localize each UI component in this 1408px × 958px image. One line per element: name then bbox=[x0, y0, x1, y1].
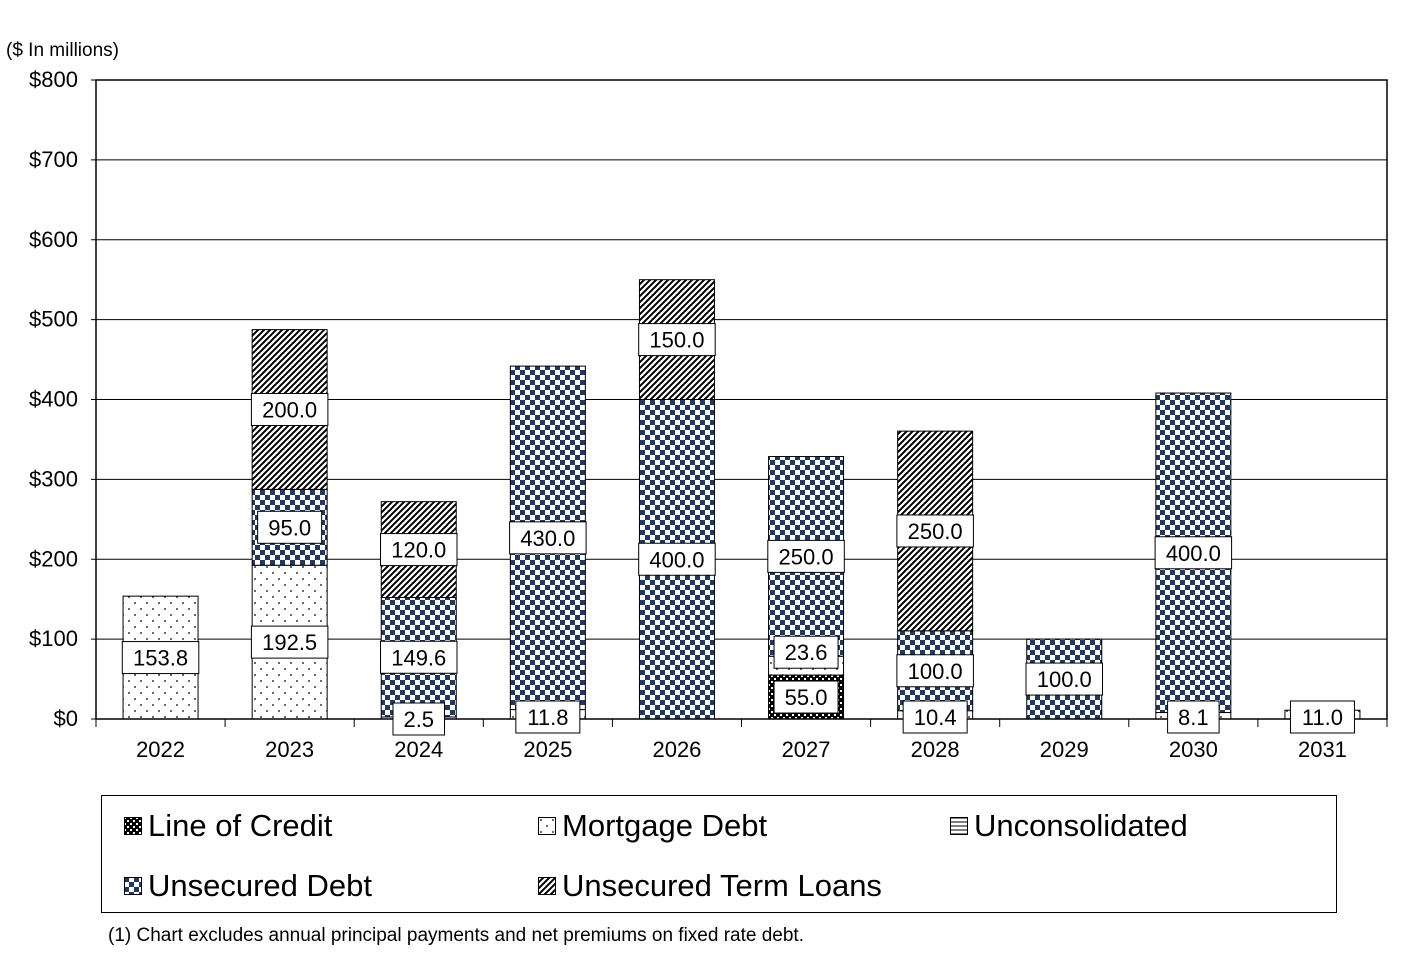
data-label: 150.0 bbox=[649, 328, 704, 353]
data-label: 11.8 bbox=[527, 705, 568, 730]
data-label: 55.0 bbox=[785, 685, 828, 710]
y-tick-label: $800 bbox=[29, 67, 78, 92]
data-label-box bbox=[773, 635, 839, 669]
legend-item: Unconsolidated bbox=[950, 808, 1188, 844]
data-label-box bbox=[509, 521, 587, 555]
data-label: 153.8 bbox=[133, 646, 188, 671]
x-tick-label: 2023 bbox=[265, 737, 314, 762]
legend-label: Unconsolidated bbox=[974, 808, 1188, 843]
data-label: 2.5 bbox=[403, 707, 434, 732]
legend-swatch bbox=[950, 817, 968, 835]
legend-swatch bbox=[124, 877, 142, 895]
x-tick-label: 2025 bbox=[523, 737, 572, 762]
legend-item: Unsecured Term Loans bbox=[538, 868, 882, 904]
y-tick-label: $400 bbox=[29, 387, 78, 412]
data-label: 149.6 bbox=[391, 645, 446, 670]
x-tick-label: 2022 bbox=[136, 737, 185, 762]
footnote: (1) Chart excludes annual principal paym… bbox=[108, 925, 804, 946]
data-label: 200.0 bbox=[262, 397, 317, 422]
data-label-box bbox=[767, 539, 845, 573]
data-label-box bbox=[380, 640, 458, 674]
data-label-box bbox=[1167, 700, 1220, 734]
y-tick-label: $500 bbox=[29, 307, 78, 332]
data-label: 11.0 bbox=[1302, 705, 1343, 730]
data-label-box bbox=[380, 533, 458, 567]
chart-canvas: $0 $100 $200 $300 $400 $500 $600 $700 $800 2022 2… bbox=[29, 67, 1388, 762]
data-label: 400.0 bbox=[1166, 541, 1221, 566]
x-tick-label: 2030 bbox=[1169, 737, 1218, 762]
x-tick-label: 2024 bbox=[394, 737, 443, 762]
x-tick-label: 2031 bbox=[1298, 737, 1347, 762]
legend-label: Unsecured Term Loans bbox=[562, 868, 882, 903]
data-label-box bbox=[896, 514, 974, 548]
data-label-box bbox=[896, 654, 974, 688]
units-note: ($ In millions) bbox=[6, 40, 119, 61]
data-label: 23.6 bbox=[785, 640, 828, 665]
data-label: 250.0 bbox=[908, 519, 963, 544]
y-tick-label: $100 bbox=[29, 626, 78, 651]
y-tick-label: $700 bbox=[29, 147, 78, 172]
y-tick-label: $300 bbox=[29, 466, 78, 491]
legend-item: Unsecured Debt bbox=[124, 868, 372, 904]
data-label: 430.0 bbox=[520, 526, 575, 551]
data-label-box bbox=[638, 542, 716, 576]
data-label-box bbox=[515, 700, 581, 734]
data-label: 100.0 bbox=[908, 659, 963, 684]
legend-swatch bbox=[538, 877, 556, 895]
data-label: 192.5 bbox=[262, 630, 317, 655]
data-label-box bbox=[1154, 536, 1233, 570]
legend-label: Line of Credit bbox=[148, 808, 333, 843]
data-label-box bbox=[257, 510, 323, 544]
legend-item: Line of Credit bbox=[124, 808, 332, 844]
legend: Line of Credit Mortgage Debt Unconsolidate… bbox=[101, 795, 1337, 913]
data-label-box bbox=[1025, 662, 1103, 696]
x-tick-label: 2028 bbox=[911, 737, 960, 762]
y-tick-label: $200 bbox=[29, 546, 78, 571]
data-label-box bbox=[638, 323, 716, 357]
data-label: 250.0 bbox=[779, 544, 834, 569]
data-label: 400.0 bbox=[649, 547, 704, 572]
legend-label: Mortgage Debt bbox=[562, 808, 768, 843]
data-label-box bbox=[250, 392, 329, 426]
x-tick-label: 2029 bbox=[1040, 737, 1089, 762]
data-label-box bbox=[121, 641, 200, 675]
data-label: 95.0 bbox=[268, 515, 311, 540]
data-label-box bbox=[250, 625, 329, 659]
legend-item: Mortgage Debt bbox=[538, 808, 767, 844]
data-label-box bbox=[902, 700, 968, 734]
y-tick-label: $0 bbox=[54, 706, 78, 731]
data-label: 100.0 bbox=[1037, 667, 1092, 692]
data-label-box bbox=[392, 702, 445, 736]
data-label: 8.1 bbox=[1178, 705, 1209, 730]
data-label-box bbox=[1289, 700, 1355, 734]
legend-swatch bbox=[538, 817, 556, 835]
x-tick-label: 2027 bbox=[782, 737, 831, 762]
data-label: 10.4 bbox=[914, 705, 957, 730]
data-label-box bbox=[773, 680, 839, 714]
y-tick-label: $600 bbox=[29, 227, 78, 252]
legend-label: Unsecured Debt bbox=[148, 868, 373, 903]
legend-swatch bbox=[124, 817, 142, 835]
x-tick-label: 2026 bbox=[652, 737, 701, 762]
data-label: 120.0 bbox=[391, 538, 446, 563]
